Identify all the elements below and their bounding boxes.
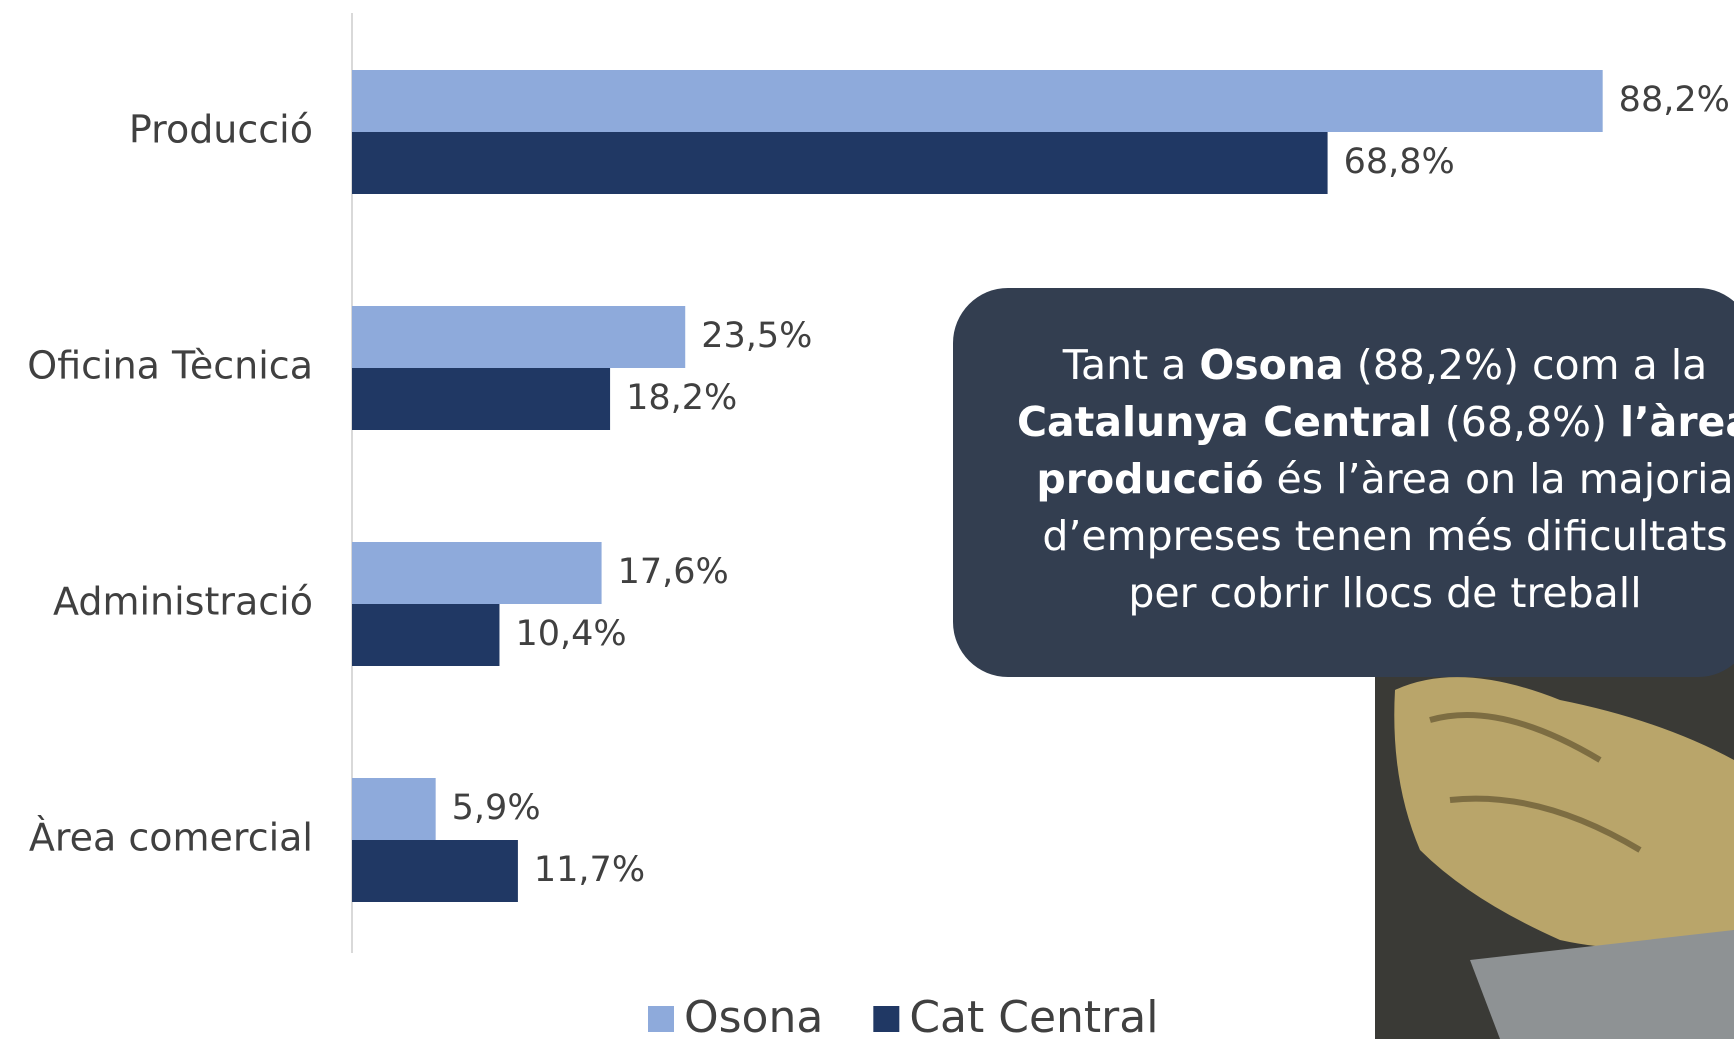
category-label: Producció bbox=[129, 108, 313, 152]
callout-segment: Tant a bbox=[1062, 341, 1200, 389]
callout-box bbox=[953, 288, 1734, 677]
callout-segment: producció bbox=[1036, 455, 1263, 503]
callout-text: d’empreses tenen més dificultats bbox=[1042, 512, 1727, 560]
callout-text: Tant a Osona (88,2%) com a la bbox=[1062, 341, 1708, 389]
callout-segment: (68,8%) bbox=[1432, 398, 1620, 446]
value-label: 5,9% bbox=[452, 788, 541, 828]
legend-swatch bbox=[648, 1006, 674, 1032]
value-label: 17,6% bbox=[618, 552, 729, 592]
bar bbox=[352, 604, 500, 666]
category-label: Administració bbox=[53, 580, 313, 624]
category-label: Àrea comercial bbox=[29, 816, 313, 860]
category-label: Oficina Tècnica bbox=[27, 344, 313, 388]
bar bbox=[352, 70, 1603, 132]
bar bbox=[352, 778, 436, 840]
legend-swatch bbox=[873, 1006, 900, 1032]
legend-label: Cat Central bbox=[909, 992, 1158, 1039]
bar bbox=[352, 840, 518, 902]
value-label: 23,5% bbox=[701, 316, 812, 356]
callout-segment: (88,2%) com a la bbox=[1344, 341, 1708, 389]
callout-segment: Catalunya Central bbox=[1017, 398, 1432, 446]
value-label: 68,8% bbox=[1344, 142, 1455, 182]
callout-text: Catalunya Central (68,8%) l’àrea bbox=[1017, 398, 1734, 446]
bar bbox=[352, 132, 1328, 194]
callout-segment: Osona bbox=[1199, 341, 1343, 389]
bar bbox=[352, 306, 686, 368]
photo bbox=[1375, 660, 1734, 1039]
callout-segment: és l’àrea on la majoria bbox=[1264, 455, 1734, 503]
callout-segment: l’àrea bbox=[1620, 398, 1734, 446]
value-label: 10,4% bbox=[515, 614, 626, 654]
callout-segment: per cobrir llocs de treball bbox=[1128, 569, 1641, 617]
callout-text: per cobrir llocs de treball bbox=[1128, 569, 1641, 617]
callout-text: producció és l’àrea on la majoria bbox=[1036, 455, 1733, 503]
value-label: 11,7% bbox=[534, 850, 645, 890]
value-label: 88,2% bbox=[1619, 80, 1730, 120]
bar bbox=[352, 368, 611, 430]
callout-segment: d’empreses tenen més dificultats bbox=[1042, 512, 1727, 560]
value-label: 18,2% bbox=[626, 378, 737, 418]
bar bbox=[352, 542, 602, 604]
legend-label: Osona bbox=[684, 992, 823, 1039]
